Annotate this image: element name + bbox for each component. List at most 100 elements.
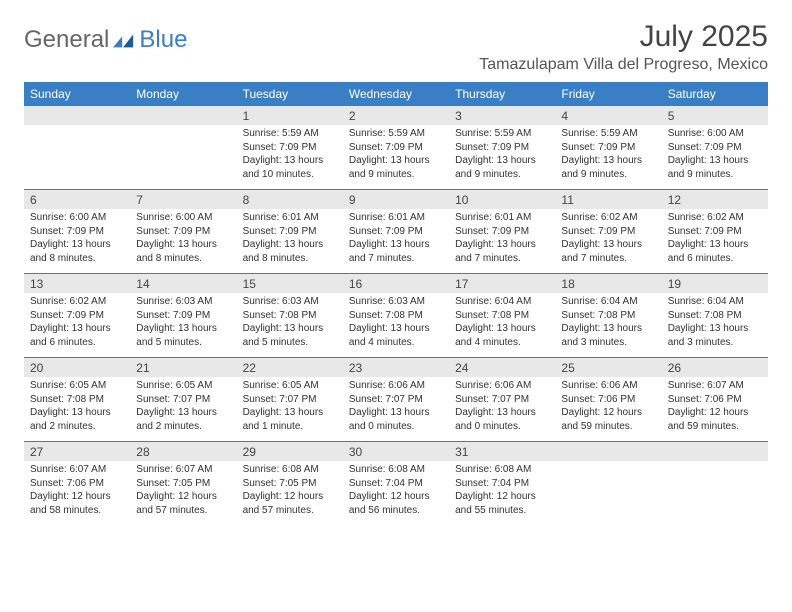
sunset-text: Sunset: 7:09 PM [561, 141, 655, 155]
day-text-cell: Sunrise: 6:04 AMSunset: 7:08 PMDaylight:… [555, 293, 661, 358]
day-text [662, 461, 768, 525]
day-text: Sunrise: 6:05 AMSunset: 7:07 PMDaylight:… [237, 377, 343, 441]
sunrise-text: Sunrise: 6:08 AM [455, 463, 549, 477]
day-number-cell: 9 [343, 190, 449, 210]
sunset-text: Sunset: 7:08 PM [455, 309, 549, 323]
day-text-cell [555, 461, 661, 525]
day-number-cell: 17 [449, 274, 555, 294]
brand-part1: General [24, 26, 109, 54]
day-number-cell: 14 [130, 274, 236, 294]
sunset-text: Sunset: 7:07 PM [136, 393, 230, 407]
day-header: Friday [555, 82, 661, 106]
week-number-row: 20212223242526 [24, 358, 768, 378]
week-text-row: Sunrise: 6:00 AMSunset: 7:09 PMDaylight:… [24, 209, 768, 274]
day-number: 9 [343, 190, 449, 209]
sunset-text: Sunset: 7:09 PM [30, 309, 124, 323]
day-number-cell: 16 [343, 274, 449, 294]
day-number-cell: 18 [555, 274, 661, 294]
day-number-cell: 27 [24, 442, 130, 462]
day-text-cell [130, 125, 236, 190]
sunrise-text: Sunrise: 6:07 AM [668, 379, 762, 393]
day-text-cell: Sunrise: 6:03 AMSunset: 7:09 PMDaylight:… [130, 293, 236, 358]
day-number: 5 [662, 106, 768, 125]
day-number: 7 [130, 190, 236, 209]
title-block: July 2025 Tamazulapam Villa del Progreso… [479, 20, 768, 74]
day-number: 3 [449, 106, 555, 125]
day-text-cell: Sunrise: 6:07 AMSunset: 7:05 PMDaylight:… [130, 461, 236, 525]
sunset-text: Sunset: 7:09 PM [455, 225, 549, 239]
day-number-cell: 15 [237, 274, 343, 294]
day-number-cell: 22 [237, 358, 343, 378]
day-text: Sunrise: 6:00 AMSunset: 7:09 PMDaylight:… [662, 125, 768, 189]
day-text: Sunrise: 6:05 AMSunset: 7:08 PMDaylight:… [24, 377, 130, 441]
day-header: Monday [130, 82, 236, 106]
day-number: 20 [24, 358, 130, 377]
daylight-text: Daylight: 12 hours and 58 minutes. [30, 490, 124, 517]
day-text: Sunrise: 6:04 AMSunset: 7:08 PMDaylight:… [449, 293, 555, 357]
day-text-cell: Sunrise: 6:06 AMSunset: 7:07 PMDaylight:… [343, 377, 449, 442]
week-text-row: Sunrise: 6:02 AMSunset: 7:09 PMDaylight:… [24, 293, 768, 358]
day-number-cell: 5 [662, 106, 768, 125]
day-text [24, 125, 130, 189]
day-text-cell: Sunrise: 6:08 AMSunset: 7:04 PMDaylight:… [449, 461, 555, 525]
day-header: Saturday [662, 82, 768, 106]
sunset-text: Sunset: 7:09 PM [136, 309, 230, 323]
day-text: Sunrise: 5:59 AMSunset: 7:09 PMDaylight:… [343, 125, 449, 189]
day-text: Sunrise: 6:01 AMSunset: 7:09 PMDaylight:… [449, 209, 555, 273]
brand-logo: General Blue [24, 26, 187, 54]
day-text-cell: Sunrise: 6:04 AMSunset: 7:08 PMDaylight:… [449, 293, 555, 358]
day-text: Sunrise: 5:59 AMSunset: 7:09 PMDaylight:… [237, 125, 343, 189]
day-number-cell: 19 [662, 274, 768, 294]
daylight-text: Daylight: 12 hours and 55 minutes. [455, 490, 549, 517]
day-text-cell: Sunrise: 6:00 AMSunset: 7:09 PMDaylight:… [130, 209, 236, 274]
day-number-cell: 23 [343, 358, 449, 378]
day-text: Sunrise: 6:05 AMSunset: 7:07 PMDaylight:… [130, 377, 236, 441]
week-number-row: 2728293031 [24, 442, 768, 462]
sunrise-text: Sunrise: 6:03 AM [243, 295, 337, 309]
daylight-text: Daylight: 13 hours and 0 minutes. [455, 406, 549, 433]
day-number-cell: 1 [237, 106, 343, 125]
sunrise-text: Sunrise: 6:04 AM [455, 295, 549, 309]
day-text-cell: Sunrise: 6:02 AMSunset: 7:09 PMDaylight:… [555, 209, 661, 274]
day-text-cell [24, 125, 130, 190]
day-text: Sunrise: 6:08 AMSunset: 7:05 PMDaylight:… [237, 461, 343, 525]
day-text: Sunrise: 6:08 AMSunset: 7:04 PMDaylight:… [449, 461, 555, 525]
daylight-text: Daylight: 13 hours and 7 minutes. [349, 238, 443, 265]
day-number-cell: 28 [130, 442, 236, 462]
day-number: 16 [343, 274, 449, 293]
day-text: Sunrise: 6:00 AMSunset: 7:09 PMDaylight:… [130, 209, 236, 273]
sunrise-text: Sunrise: 6:01 AM [349, 211, 443, 225]
sunset-text: Sunset: 7:09 PM [668, 141, 762, 155]
day-text: Sunrise: 6:01 AMSunset: 7:09 PMDaylight:… [237, 209, 343, 273]
day-text-cell: Sunrise: 6:04 AMSunset: 7:08 PMDaylight:… [662, 293, 768, 358]
day-text-cell: Sunrise: 5:59 AMSunset: 7:09 PMDaylight:… [237, 125, 343, 190]
sunset-text: Sunset: 7:04 PM [349, 477, 443, 491]
sunset-text: Sunset: 7:09 PM [30, 225, 124, 239]
sunset-text: Sunset: 7:07 PM [349, 393, 443, 407]
day-text-cell: Sunrise: 6:00 AMSunset: 7:09 PMDaylight:… [24, 209, 130, 274]
day-text [130, 125, 236, 189]
month-title: July 2025 [479, 20, 768, 54]
day-number: 31 [449, 442, 555, 461]
daylight-text: Daylight: 13 hours and 5 minutes. [243, 322, 337, 349]
daylight-text: Daylight: 13 hours and 9 minutes. [349, 154, 443, 181]
day-number [662, 442, 768, 461]
sunrise-text: Sunrise: 5:59 AM [243, 127, 337, 141]
day-number: 10 [449, 190, 555, 209]
sunset-text: Sunset: 7:09 PM [668, 225, 762, 239]
sunrise-text: Sunrise: 5:59 AM [561, 127, 655, 141]
day-number: 24 [449, 358, 555, 377]
sunrise-text: Sunrise: 6:00 AM [30, 211, 124, 225]
day-number: 1 [237, 106, 343, 125]
day-number-cell: 25 [555, 358, 661, 378]
calendar-table: SundayMondayTuesdayWednesdayThursdayFrid… [24, 82, 768, 525]
sunrise-text: Sunrise: 6:03 AM [349, 295, 443, 309]
sunrise-text: Sunrise: 6:03 AM [136, 295, 230, 309]
sunrise-text: Sunrise: 6:08 AM [243, 463, 337, 477]
sunset-text: Sunset: 7:04 PM [455, 477, 549, 491]
daylight-text: Daylight: 13 hours and 6 minutes. [668, 238, 762, 265]
day-header: Thursday [449, 82, 555, 106]
day-number: 19 [662, 274, 768, 293]
day-number: 8 [237, 190, 343, 209]
sunrise-text: Sunrise: 6:00 AM [136, 211, 230, 225]
